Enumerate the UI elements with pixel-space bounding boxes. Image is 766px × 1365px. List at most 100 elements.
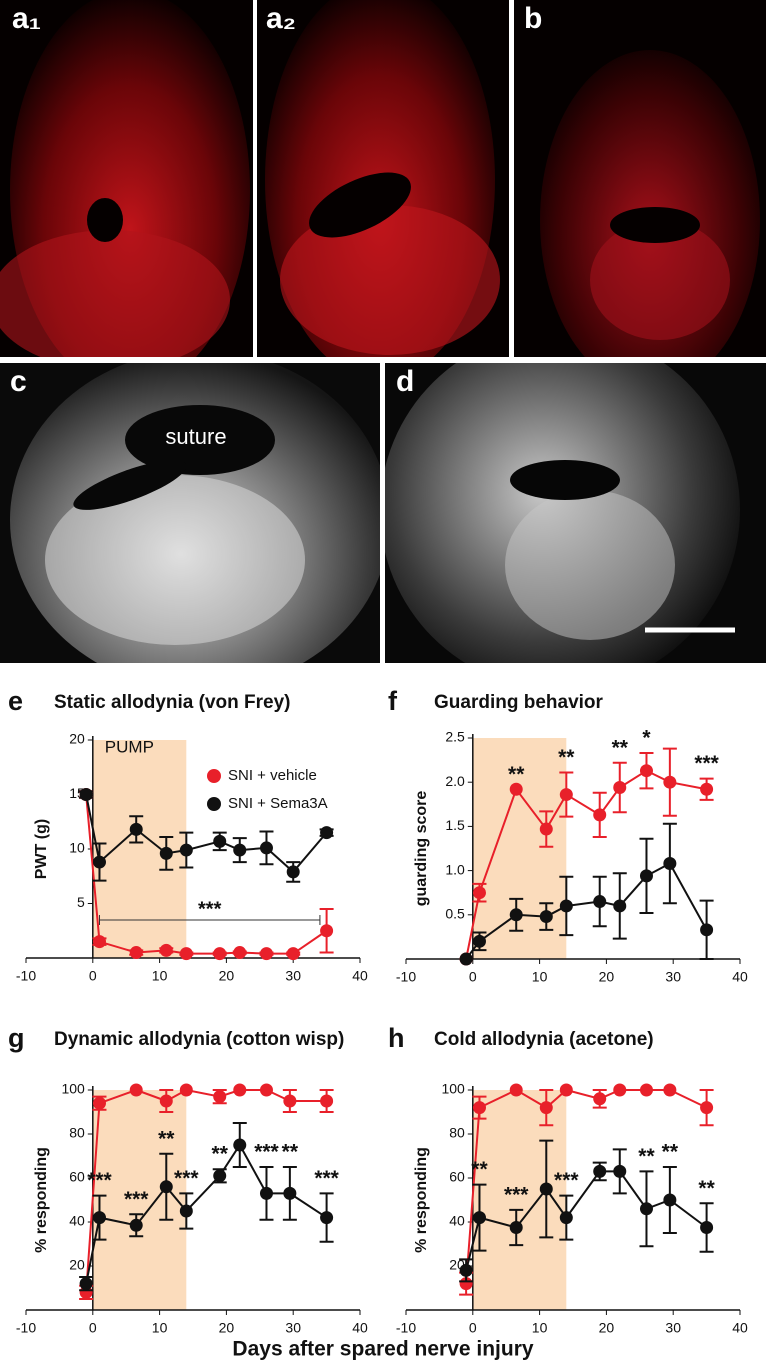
x-tick-label: 0 xyxy=(469,969,477,985)
data-point xyxy=(663,1193,677,1207)
x-tick-label: 20 xyxy=(599,1320,615,1336)
data-point xyxy=(129,1218,143,1232)
legend-marker xyxy=(207,769,221,783)
x-tick-label: -10 xyxy=(16,1320,36,1336)
legend-label: SNI + Sema3A xyxy=(228,795,328,812)
data-point xyxy=(92,935,106,949)
legend-label: SNI + vehicle xyxy=(228,767,317,784)
data-point xyxy=(79,788,93,801)
data-point xyxy=(92,855,106,869)
image-annotation: suture xyxy=(165,424,226,449)
x-tick-label: 20 xyxy=(599,969,615,985)
data-point xyxy=(233,1083,247,1097)
significance: *** xyxy=(314,1167,339,1190)
panel-label: c xyxy=(10,365,27,398)
shaded-period xyxy=(92,1090,187,1310)
data-point xyxy=(509,1083,523,1097)
data-point xyxy=(179,1204,193,1218)
y-tick-label: 60 xyxy=(69,1169,85,1185)
data-point xyxy=(233,946,247,960)
data-point xyxy=(593,1092,607,1106)
data-point xyxy=(613,1164,627,1178)
data-point xyxy=(639,1083,653,1097)
data-point xyxy=(459,1263,473,1277)
data-point xyxy=(639,1202,653,1216)
data-point xyxy=(92,1211,106,1225)
micrograph xyxy=(0,0,253,357)
significance: *** xyxy=(254,1141,279,1164)
y-tick-label: 2.0 xyxy=(445,773,465,789)
panel-label: d xyxy=(396,365,414,398)
micrograph xyxy=(514,0,766,357)
series-line xyxy=(85,1088,327,1293)
x-tick-label: 30 xyxy=(665,1320,681,1336)
data-point xyxy=(539,822,553,836)
significance: *** xyxy=(694,752,719,775)
data-point xyxy=(213,947,227,961)
data-point xyxy=(559,1211,573,1225)
panel-label: b xyxy=(524,2,542,35)
y-tick-label: 2.5 xyxy=(445,729,465,745)
y-axis-label: % responding xyxy=(33,1147,50,1253)
shaded-period xyxy=(472,738,567,959)
significance: *** xyxy=(504,1183,529,1206)
y-tick-label: 60 xyxy=(449,1169,465,1185)
x-tick-label: 0 xyxy=(89,968,97,984)
data-point xyxy=(79,1277,93,1291)
significance: * xyxy=(642,727,651,750)
significance: ** xyxy=(508,763,525,786)
data-point xyxy=(320,1211,334,1225)
micrograph xyxy=(385,363,766,663)
series-line xyxy=(465,1088,708,1284)
x-tick-label: -10 xyxy=(16,968,36,984)
panel-letter: f xyxy=(388,686,398,716)
x-tick-label: 20 xyxy=(219,1320,235,1336)
data-point xyxy=(233,1138,247,1152)
significance: *** xyxy=(554,1169,579,1192)
data-point xyxy=(283,1094,297,1108)
x-tick-label: 20 xyxy=(219,968,235,984)
legend-marker xyxy=(207,797,221,811)
data-point xyxy=(700,1101,714,1115)
data-point xyxy=(320,1094,334,1108)
data-point xyxy=(259,1186,273,1200)
shaded-period xyxy=(92,740,187,958)
data-point xyxy=(509,908,523,922)
data-point xyxy=(259,841,273,855)
data-point xyxy=(539,1182,553,1196)
shade-label: PUMP xyxy=(105,737,154,756)
series-line xyxy=(85,794,328,874)
significance: ** xyxy=(212,1143,229,1166)
data-point xyxy=(159,943,173,957)
y-axis-label: PWT (g) xyxy=(33,819,50,879)
data-point xyxy=(559,1083,573,1097)
y-axis-label: % responding xyxy=(413,1147,430,1253)
significance: ** xyxy=(698,1177,715,1200)
data-point xyxy=(472,886,486,900)
significance: ** xyxy=(558,746,575,769)
data-point xyxy=(459,952,473,966)
data-point xyxy=(213,1090,227,1104)
x-tick-label: -10 xyxy=(396,969,416,985)
y-tick-label: 0.5 xyxy=(445,906,465,922)
y-tick-label: 40 xyxy=(69,1213,85,1229)
series-line xyxy=(465,862,708,960)
significance: ** xyxy=(282,1141,299,1164)
panel-letter: e xyxy=(8,686,23,716)
data-point xyxy=(539,1101,553,1115)
significance: ** xyxy=(158,1127,175,1150)
data-point xyxy=(286,947,300,961)
data-point xyxy=(593,1164,607,1178)
y-tick-label: 40 xyxy=(449,1213,465,1229)
x-tick-label: -10 xyxy=(396,1320,416,1336)
data-point xyxy=(509,1221,523,1234)
x-tick-label: 40 xyxy=(352,1320,368,1336)
data-point xyxy=(472,1101,486,1115)
data-point xyxy=(459,1277,473,1291)
data-point xyxy=(639,764,653,778)
data-point xyxy=(213,1169,227,1183)
micrograph xyxy=(257,0,509,357)
y-tick-label: 10 xyxy=(69,840,85,856)
series-line xyxy=(85,1143,328,1284)
